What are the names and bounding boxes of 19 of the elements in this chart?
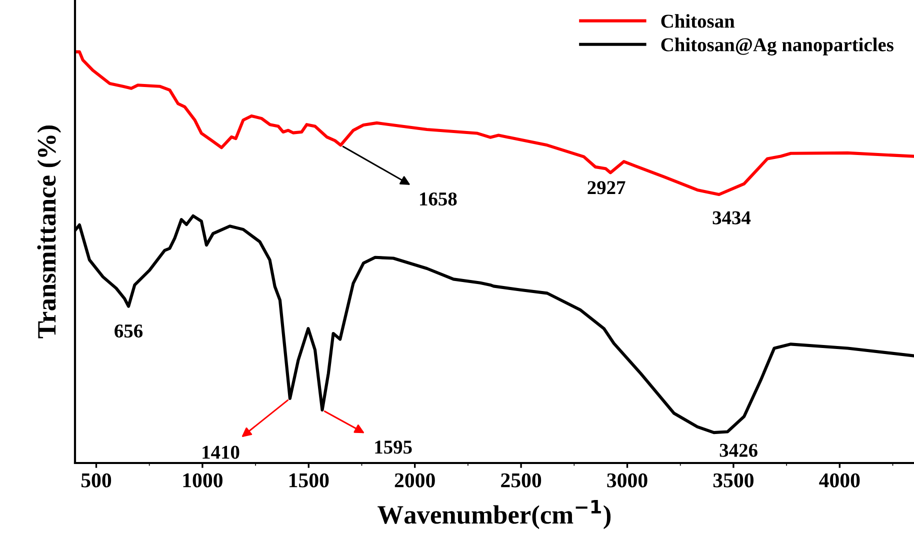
x-tick-label: 3500 xyxy=(713,473,754,488)
annotation: 2927 xyxy=(588,181,626,194)
legend-label: Chitosan@Ag nanoparticles xyxy=(661,38,894,56)
x-tick-label: 1500 xyxy=(289,473,329,488)
x-tick-label: 2500 xyxy=(501,473,542,488)
x-axis-title: Wavenumber(cm$^{−1}$) xyxy=(378,500,611,530)
x-tick-label: 4000 xyxy=(819,473,860,488)
annotation: 1658 xyxy=(420,192,457,206)
y-axis-title: Transmittance (%) xyxy=(37,126,62,338)
x-tick-label: 3000 xyxy=(607,473,648,488)
legend-label: Chitosan xyxy=(661,14,735,28)
annotation: 1410 xyxy=(202,446,240,459)
annotation: 656 xyxy=(114,324,143,338)
annotation: 1595 xyxy=(375,440,412,454)
x-tick-label: 1000 xyxy=(183,473,222,488)
annotation: 3426 xyxy=(720,444,758,457)
x-tick-label: 500 xyxy=(81,473,112,488)
annotation: 3434 xyxy=(712,211,751,224)
x-tick-label: 2000 xyxy=(394,473,435,488)
